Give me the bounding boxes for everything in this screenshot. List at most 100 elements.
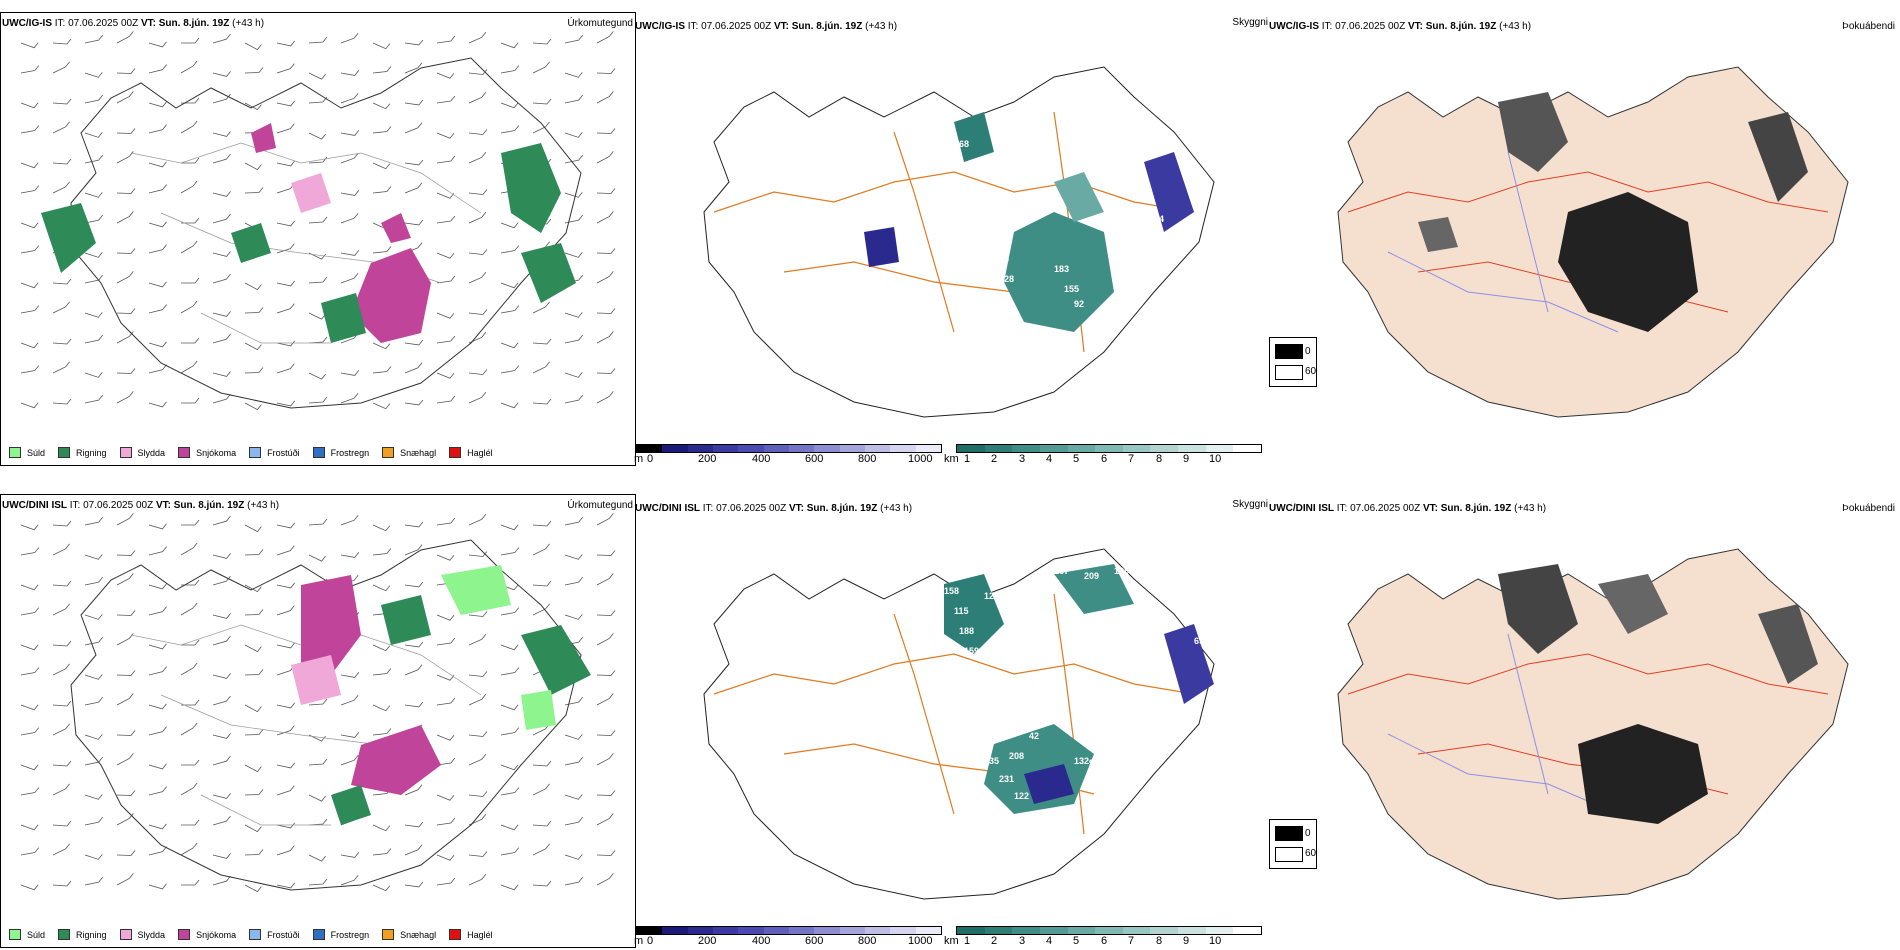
wind-barb xyxy=(564,34,584,44)
wind-barb xyxy=(372,42,391,50)
wind-barb xyxy=(436,395,456,404)
fog-legend-label: 60 xyxy=(1305,848,1317,859)
it-value: 07.06.2025 00Z xyxy=(716,503,787,514)
wind-barb xyxy=(468,851,488,857)
wind-barb xyxy=(404,544,423,556)
precip-header-row1: UWC/IG-IS IT: 07.06.2025 00Z VT: Sun. 8.… xyxy=(2,18,264,29)
wind-barb xyxy=(52,880,72,887)
wind-barb xyxy=(244,282,262,291)
cloud-value-label: 208 xyxy=(1009,751,1024,761)
wind-barb xyxy=(20,42,39,49)
wind-barb xyxy=(180,300,198,314)
legend-swatch xyxy=(449,447,462,458)
cloudbase-cell xyxy=(864,927,891,934)
legend-swatch xyxy=(119,929,132,940)
wind-barb xyxy=(20,185,40,194)
wind-barb xyxy=(468,189,488,195)
wind-barb xyxy=(276,702,296,709)
cloud-value-label: 115 xyxy=(954,606,969,616)
cloudbase-cell xyxy=(687,927,713,934)
wind-barb xyxy=(20,65,40,74)
wind-barb xyxy=(340,552,360,558)
legend-label: Snæhagl xyxy=(400,447,437,458)
wind-barb xyxy=(596,573,614,586)
wind-barb xyxy=(468,92,487,104)
lead-time: (+43 h) xyxy=(865,21,898,32)
wind-barb xyxy=(340,130,360,136)
wind-barb xyxy=(212,393,231,404)
visibility-cell xyxy=(1233,927,1262,934)
wind-barb xyxy=(84,854,103,860)
wind-barb xyxy=(404,219,424,226)
cloud-blobs xyxy=(944,564,1214,814)
legend-label: Frostúði xyxy=(267,929,300,940)
wind-barb xyxy=(596,610,616,616)
legend-swatch xyxy=(249,929,262,940)
vt-value: Sun. 8.jún. 19Z xyxy=(791,21,863,32)
wind-barb xyxy=(500,305,520,314)
wind-barb xyxy=(468,874,487,886)
wind-barb xyxy=(596,211,614,224)
wind-barb xyxy=(276,822,296,829)
wind-barb xyxy=(212,793,231,799)
wind-barb xyxy=(52,520,72,527)
cloudbase-tick: 800 xyxy=(858,935,877,946)
wind-barb xyxy=(308,518,328,526)
visibility-cell xyxy=(1039,927,1068,934)
wind-barb xyxy=(148,883,167,890)
visibility-cell xyxy=(1233,445,1262,452)
cloud-value-label: 167 xyxy=(1054,566,1069,576)
cloudbase-unit: m xyxy=(634,935,644,946)
cloudbase-tick: 0 xyxy=(647,453,654,464)
wind-barb xyxy=(596,513,614,526)
wind-barb xyxy=(596,633,614,646)
wind-barb xyxy=(436,517,456,526)
wind-barb xyxy=(180,180,198,194)
wind-barb xyxy=(404,881,424,888)
wind-barb xyxy=(116,368,136,374)
wind-barb xyxy=(20,704,39,711)
fog-legend-label: 0 xyxy=(1305,828,1311,839)
cloud-map: 158 115 188 159 121 167 209 198 15 82 59 69 135 208 23… xyxy=(703,548,1215,900)
wind-barb xyxy=(84,554,103,560)
fog-legend-swatch xyxy=(1275,826,1303,841)
wind-barb xyxy=(116,151,134,164)
cloudbase-cell xyxy=(788,927,815,934)
wind-barb xyxy=(564,696,584,706)
cloud-value-label: 286 xyxy=(1014,716,1029,726)
wind-barb xyxy=(372,402,391,410)
fog-map xyxy=(1337,66,1849,418)
wind-barb xyxy=(180,120,198,134)
wind-barb xyxy=(404,339,424,346)
visibility-tick: 7 xyxy=(1128,453,1135,464)
legend-swatch xyxy=(178,929,191,940)
fog-legend: 0 60 xyxy=(1269,819,1317,869)
wind-barb xyxy=(564,312,583,318)
wind-barb xyxy=(244,764,262,773)
wind-barb xyxy=(404,701,424,708)
wind-barb xyxy=(404,62,423,74)
wind-barb xyxy=(468,309,488,315)
legend-label: Rigning xyxy=(76,447,107,458)
legend-label: Rigning xyxy=(76,929,107,940)
fog-legend: 0 60 xyxy=(1269,337,1317,387)
wind-barb xyxy=(181,397,200,404)
wind-barb xyxy=(500,787,520,796)
wind-barb xyxy=(148,101,167,108)
wind-barb xyxy=(340,70,360,76)
visibility-cell xyxy=(1178,927,1206,934)
visibility-cell xyxy=(957,927,985,934)
visibility-tick: 3 xyxy=(1019,935,1026,946)
cloud-value-label: 183 xyxy=(1054,264,1069,274)
wind-barb xyxy=(596,873,614,886)
visibility-tick: 9 xyxy=(1183,935,1190,946)
visibility-tick: 1 xyxy=(964,453,971,464)
it-label: IT: xyxy=(702,503,714,514)
wind-barb xyxy=(180,360,198,374)
wind-barb xyxy=(500,42,519,49)
wind-barb xyxy=(148,221,167,228)
wind-barb xyxy=(148,666,167,676)
fog-panel-row1: UWC/IG-IS IT: 07.06.2025 00Z VT: Sun. 8.… xyxy=(1268,12,1900,464)
wind-barb xyxy=(212,815,231,826)
wind-barb xyxy=(532,361,550,374)
